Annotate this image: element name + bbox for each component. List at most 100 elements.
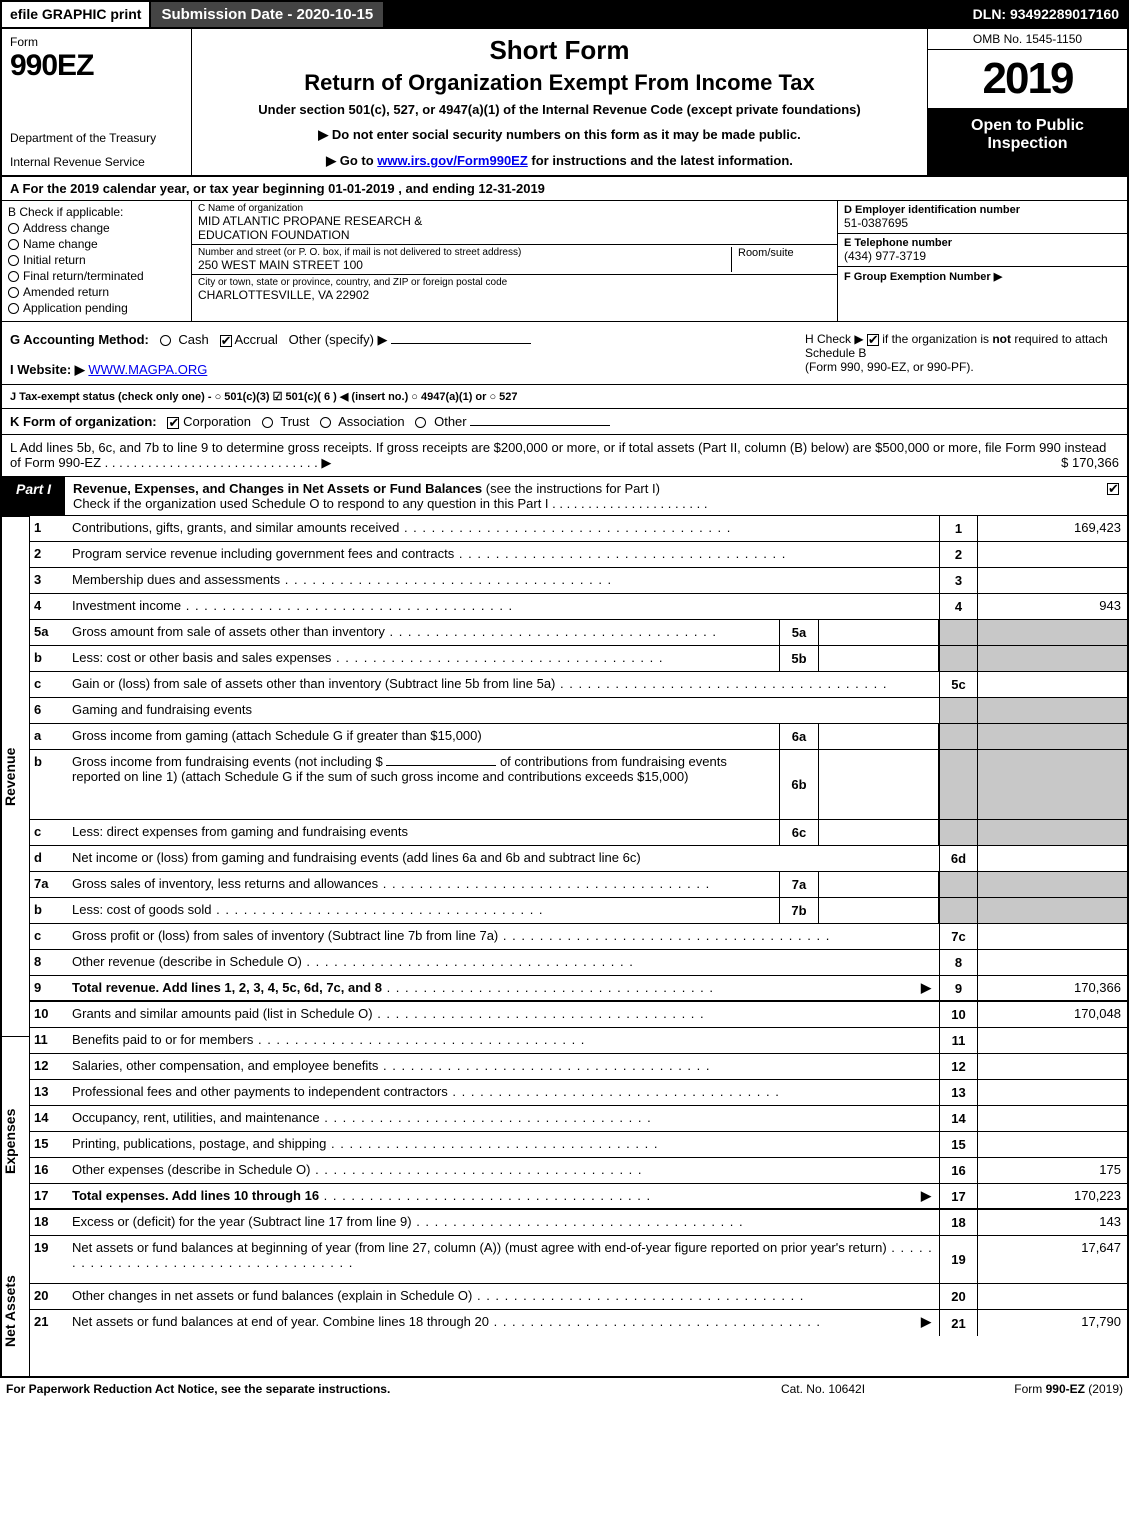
part-i-table: Revenue Expenses Net Assets 1Contributio… bbox=[0, 516, 1129, 1378]
k-other-input[interactable] bbox=[470, 425, 610, 426]
line-ref-grey bbox=[939, 820, 977, 845]
line-ref-grey bbox=[939, 620, 977, 645]
line-amt bbox=[977, 1284, 1127, 1309]
checkbox-checked-icon[interactable] bbox=[867, 334, 879, 346]
table-row: 16Other expenses (describe in Schedule O… bbox=[30, 1158, 1127, 1184]
sub-val bbox=[819, 820, 939, 845]
table-row: cGain or (loss) from sale of assets othe… bbox=[30, 672, 1127, 698]
circle-icon[interactable] bbox=[160, 335, 171, 346]
chk-initial-return[interactable]: Initial return bbox=[8, 253, 185, 267]
circle-icon bbox=[8, 239, 19, 250]
sub-val bbox=[819, 750, 939, 819]
dept-treasury: Department of the Treasury bbox=[10, 131, 183, 145]
line-desc: Net assets or fund balances at beginning… bbox=[68, 1236, 939, 1283]
line-ref: 7c bbox=[939, 924, 977, 949]
circle-icon[interactable] bbox=[415, 417, 426, 428]
chk-name-change[interactable]: Name change bbox=[8, 237, 185, 251]
line-ref: 21 bbox=[939, 1310, 977, 1336]
part-checkbox[interactable] bbox=[1099, 477, 1127, 515]
goto-line: ▶ Go to www.irs.gov/Form990EZ for instru… bbox=[202, 153, 917, 169]
circle-icon[interactable] bbox=[320, 417, 331, 428]
org-name-2: EDUCATION FOUNDATION bbox=[198, 228, 831, 242]
line-desc: Less: cost of goods sold bbox=[68, 898, 779, 923]
checkbox-checked-icon[interactable] bbox=[220, 335, 232, 347]
table-row: 18Excess or (deficit) for the year (Subt… bbox=[30, 1210, 1127, 1236]
table-row: aGross income from gaming (attach Schedu… bbox=[30, 724, 1127, 750]
line-l: L Add lines 5b, 6c, and 7b to line 9 to … bbox=[0, 435, 1129, 477]
line-ref: 5c bbox=[939, 672, 977, 697]
line-amt: 143 bbox=[977, 1210, 1127, 1235]
line-amt-grey bbox=[977, 820, 1127, 845]
line-num: 14 bbox=[30, 1106, 68, 1131]
footer-cat: Cat. No. 10642I bbox=[723, 1382, 923, 1396]
table-row: 5aGross amount from sale of assets other… bbox=[30, 620, 1127, 646]
website-link[interactable]: WWW.MAGPA.ORG bbox=[88, 362, 207, 377]
line-ref: 9 bbox=[939, 976, 977, 1000]
chk-label: Initial return bbox=[23, 253, 86, 267]
line-amt-grey bbox=[977, 898, 1127, 923]
line-ref: 15 bbox=[939, 1132, 977, 1157]
circle-icon[interactable] bbox=[262, 417, 273, 428]
table-row: 6Gaming and fundraising events bbox=[30, 698, 1127, 724]
line-amt-grey bbox=[977, 620, 1127, 645]
entity-block: B Check if applicable: Address change Na… bbox=[0, 201, 1129, 322]
table-row: 13Professional fees and other payments t… bbox=[30, 1080, 1127, 1106]
g-other-input[interactable] bbox=[391, 343, 531, 344]
line-desc: Membership dues and assessments bbox=[68, 568, 939, 593]
table-row: 20Other changes in net assets or fund ba… bbox=[30, 1284, 1127, 1310]
line-desc: Gross income from gaming (attach Schedul… bbox=[68, 724, 779, 749]
efile-print-label[interactable]: efile GRAPHIC print bbox=[2, 2, 151, 27]
box-b-label: B Check if applicable: bbox=[8, 205, 185, 219]
sub-ref: 6a bbox=[779, 724, 819, 749]
chk-label: Application pending bbox=[23, 301, 128, 315]
short-form-title: Short Form bbox=[202, 35, 917, 66]
line-desc: Other expenses (describe in Schedule O) bbox=[68, 1158, 939, 1183]
line-desc: Grants and similar amounts paid (list in… bbox=[68, 1002, 939, 1027]
chk-amended-return[interactable]: Amended return bbox=[8, 285, 185, 299]
h-text4: (Form 990, 990-EZ, or 990-PF). bbox=[805, 360, 974, 374]
line-num: 8 bbox=[30, 950, 68, 975]
line-num: 6 bbox=[30, 698, 68, 723]
table-row: 4Investment income4943 bbox=[30, 594, 1127, 620]
line-num: 17 bbox=[30, 1184, 68, 1208]
line-j: J Tax-exempt status (check only one) - ○… bbox=[0, 385, 1129, 409]
line-amt bbox=[977, 1080, 1127, 1105]
box-b: B Check if applicable: Address change Na… bbox=[2, 201, 192, 321]
line-num: c bbox=[30, 820, 68, 845]
goto-pre: ▶ Go to bbox=[326, 153, 377, 168]
line-num: 13 bbox=[30, 1080, 68, 1105]
part-i-bar: Part I Revenue, Expenses, and Changes in… bbox=[0, 477, 1129, 516]
line-ref: 12 bbox=[939, 1054, 977, 1079]
k-label: K Form of organization: bbox=[10, 414, 157, 429]
table-row: 12Salaries, other compensation, and empl… bbox=[30, 1054, 1127, 1080]
header-right: OMB No. 1545-1150 2019 Open to Public In… bbox=[927, 29, 1127, 175]
line-ref: 18 bbox=[939, 1210, 977, 1235]
line-desc: Other changes in net assets or fund bala… bbox=[68, 1284, 939, 1309]
h-text2: if the organization is bbox=[882, 332, 992, 346]
fundraising-contrib-input[interactable] bbox=[386, 765, 496, 766]
line-amt-grey bbox=[977, 872, 1127, 897]
line-ref-grey bbox=[939, 724, 977, 749]
line-desc: Gross profit or (loss) from sales of inv… bbox=[68, 924, 939, 949]
line-desc: Contributions, gifts, grants, and simila… bbox=[68, 516, 939, 541]
box-right: D Employer identification number 51-0387… bbox=[837, 201, 1127, 321]
line-ref: 6d bbox=[939, 846, 977, 871]
table-row: 1Contributions, gifts, grants, and simil… bbox=[30, 516, 1127, 542]
line-desc: Excess or (deficit) for the year (Subtra… bbox=[68, 1210, 939, 1235]
checkbox-checked-icon[interactable] bbox=[167, 417, 179, 429]
table-row: 8Other revenue (describe in Schedule O)8 bbox=[30, 950, 1127, 976]
chk-application-pending[interactable]: Application pending bbox=[8, 301, 185, 315]
group-exemption-label: F Group Exemption Number ▶ bbox=[844, 270, 1121, 283]
org-name-1: MID ATLANTIC PROPANE RESEARCH & bbox=[198, 214, 831, 228]
table-row: 14Occupancy, rent, utilities, and mainte… bbox=[30, 1106, 1127, 1132]
chk-final-return[interactable]: Final return/terminated bbox=[8, 269, 185, 283]
line-num: b bbox=[30, 898, 68, 923]
box-c: C Name of organization MID ATLANTIC PROP… bbox=[192, 201, 837, 321]
line-ref: 4 bbox=[939, 594, 977, 619]
sub-ref: 7a bbox=[779, 872, 819, 897]
box-h: H Check ▶ if the organization is not req… bbox=[797, 322, 1127, 384]
irs-link[interactable]: www.irs.gov/Form990EZ bbox=[377, 153, 528, 168]
sub-val bbox=[819, 898, 939, 923]
chk-address-change[interactable]: Address change bbox=[8, 221, 185, 235]
box-e: E Telephone number (434) 977-3719 bbox=[838, 234, 1127, 267]
